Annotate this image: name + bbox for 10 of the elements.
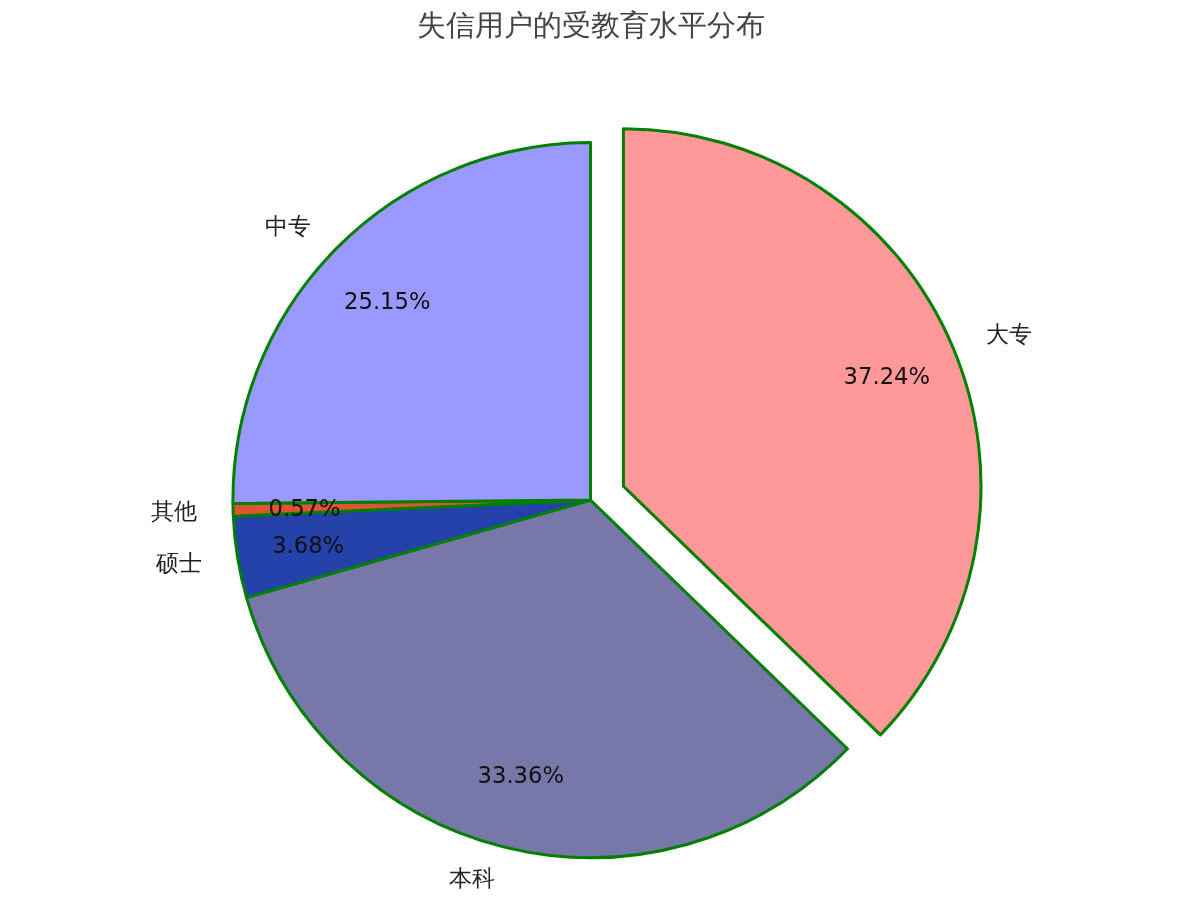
slice-label: 本科	[448, 865, 495, 892]
data-label: 33.36%	[477, 762, 564, 789]
data-label: 3.68%	[272, 532, 345, 559]
slice-label: 大专	[985, 321, 1032, 348]
data-label: 37.24%	[843, 362, 930, 389]
slice-label: 其他	[151, 497, 198, 524]
data-label: 25.15%	[344, 287, 431, 314]
chart-title: 失信用户的受教育水平分布	[416, 7, 765, 42]
slice-label: 硕士	[155, 549, 203, 576]
slice-label: 中专	[265, 212, 312, 239]
